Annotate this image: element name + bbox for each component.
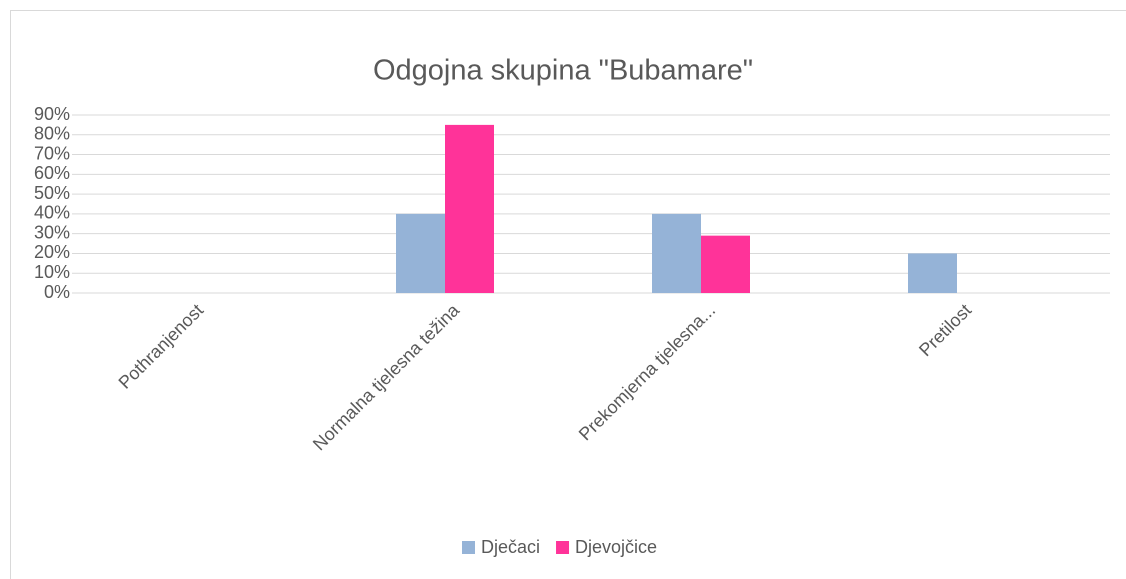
chart-border	[10, 10, 1126, 579]
y-tick-label: 70%	[34, 143, 70, 163]
bar	[908, 253, 957, 293]
bar	[701, 235, 750, 293]
bar	[396, 213, 445, 293]
y-tick-label: 20%	[34, 242, 70, 262]
y-tick-label: 30%	[34, 222, 70, 242]
legend-swatch	[556, 541, 570, 554]
y-tick-label: 60%	[34, 163, 70, 183]
chart-title: Odgojna skupina "Bubamare"	[373, 55, 753, 87]
y-tick-label: 10%	[34, 262, 70, 282]
y-tick-label: 80%	[34, 124, 70, 144]
legend-label: Djevojčice	[575, 537, 657, 557]
y-tick-label: 0%	[44, 282, 70, 302]
legend-label: Dječaci	[481, 537, 540, 557]
y-tick-label: 40%	[34, 203, 70, 223]
y-tick-label: 90%	[34, 104, 70, 124]
y-tick-label: 50%	[34, 183, 70, 203]
legend-swatch	[462, 541, 475, 554]
bar	[445, 124, 494, 293]
bar	[652, 213, 701, 293]
